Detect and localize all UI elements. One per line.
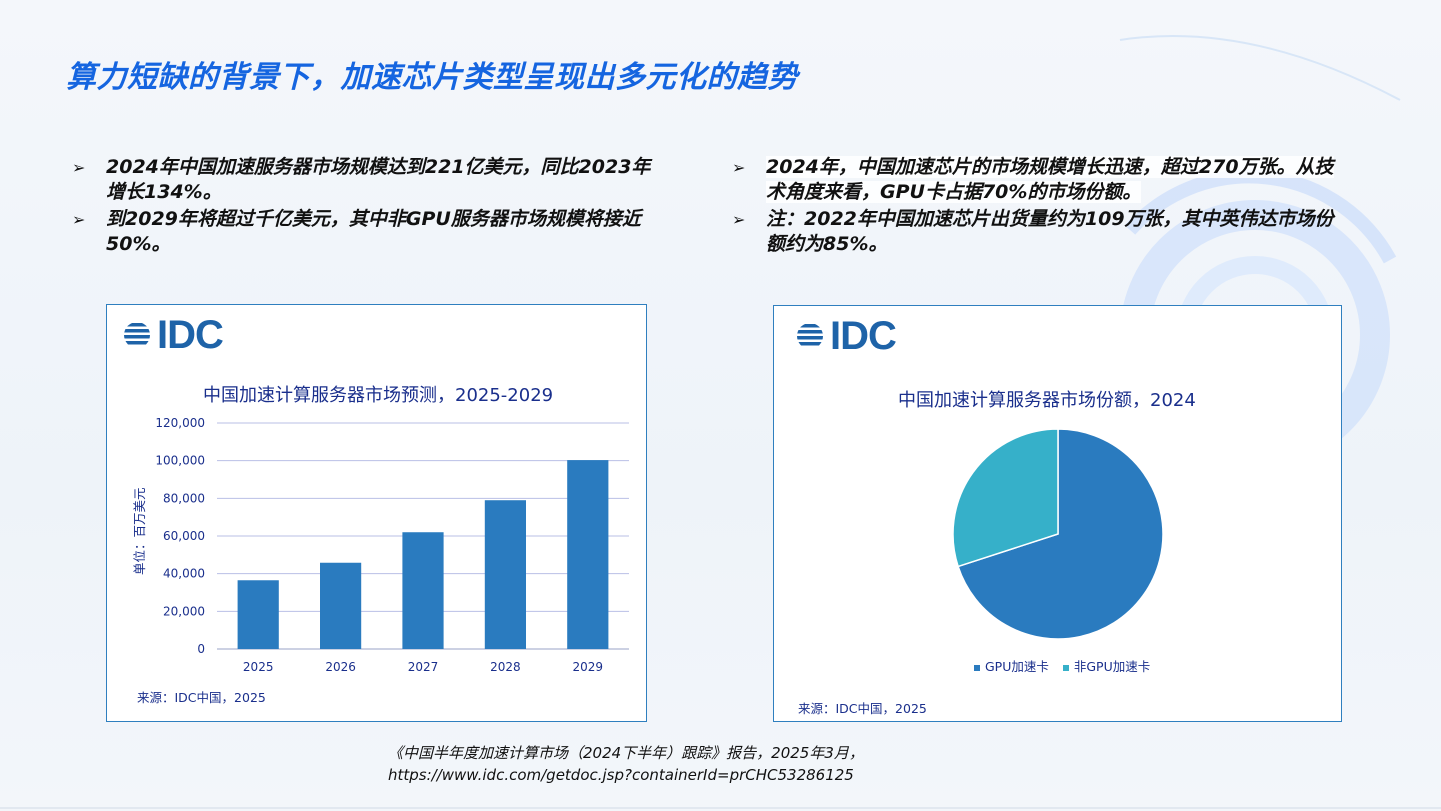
idc-logo-text: IDC bbox=[157, 313, 224, 357]
footnote: 《中国半年度加速计算市场（2024下半年）跟踪》报告，2025年3月， http… bbox=[388, 742, 864, 786]
idc-globe-icon bbox=[797, 324, 823, 346]
pie-chart-source: 来源：IDC中国，2025 bbox=[798, 701, 927, 716]
idc-globe-icon bbox=[124, 323, 150, 345]
y-tick-label: 120,000 bbox=[155, 416, 205, 430]
pie-slice-non-gpu bbox=[952, 428, 1059, 568]
footnote-line-2[interactable]: https://www.idc.com/getdoc.jsp?container… bbox=[388, 766, 854, 784]
pie-legend: GPU加速卡 非GPU加速卡 bbox=[974, 656, 1150, 675]
bar-2028 bbox=[484, 500, 526, 649]
bullet-item: ➢ 2024年，中国加速芯片的市场规模增长迅速，超过270万张。从技术角度来看，G… bbox=[732, 156, 1334, 203]
bar-2026 bbox=[320, 562, 362, 649]
pie-slice-gpu bbox=[957, 428, 1164, 640]
y-tick-label: 0 bbox=[197, 642, 205, 656]
legend-item-gpu: GPU加速卡 bbox=[974, 656, 1049, 675]
bullet-item: ➢ 到2029年将超过千亿美元，其中非GPU服务器市场规模将接近50%。 bbox=[72, 208, 641, 255]
y-tick-label: 100,000 bbox=[155, 454, 205, 468]
bar-2029 bbox=[567, 460, 609, 649]
arrow-bullet-icon: ➢ bbox=[72, 210, 86, 229]
arrow-bullet-icon: ➢ bbox=[732, 210, 746, 229]
idc-logo-text: IDC bbox=[830, 314, 897, 358]
legend-swatch bbox=[974, 664, 980, 671]
idc-logo: IDC bbox=[123, 313, 224, 357]
pie-chart bbox=[952, 428, 1164, 640]
arrow-bullet-icon: ➢ bbox=[72, 158, 86, 177]
footnote-line-1: 《中国半年度加速计算市场（2024下半年）跟踪》报告，2025年3月， bbox=[388, 744, 864, 762]
pie-chart-card: IDC 中国加速计算服务器市场份额，2024 GPU加速卡 非GPU加速卡 来源… bbox=[773, 305, 1342, 722]
bar-chart-source: 来源：IDC中国，2025 bbox=[137, 690, 266, 705]
bar-2027 bbox=[402, 532, 444, 649]
x-tick-label: 2029 bbox=[573, 660, 604, 674]
legend-item-non-gpu: 非GPU加速卡 bbox=[1062, 656, 1150, 675]
y-tick-label: 40,000 bbox=[163, 567, 205, 581]
legend-swatch bbox=[1062, 664, 1069, 671]
idc-logo: IDC bbox=[796, 314, 897, 358]
bar-chart: 0 20,000 40,000 60,000 80,000 100,000 120,000 2… bbox=[155, 416, 629, 674]
bullet-list-left: ➢ 2024年中国加速服务器市场规模达到221亿美元，同比2023年增长134%。… bbox=[72, 155, 652, 259]
x-tick-label: 2026 bbox=[325, 660, 356, 674]
bullet-item: ➢ 2024年中国加速服务器市场规模达到221亿美元，同比2023年增长134%。 bbox=[72, 156, 651, 203]
bullet-list-right: ➢ 2024年，中国加速芯片的市场规模增长迅速，超过270万张。从技术角度来看，G… bbox=[732, 155, 1352, 259]
x-tick-label: 2025 bbox=[243, 660, 274, 674]
x-tick-label: 2027 bbox=[408, 660, 439, 674]
bullet-item: ➢ 注：2022年中国加速芯片出货量约为109万张，其中英伟达市场份额约为85%。 bbox=[732, 208, 1334, 255]
y-tick-label: 80,000 bbox=[163, 491, 205, 505]
pie-chart-title: 中国加速计算服务器市场份额，2024 bbox=[898, 390, 1196, 411]
bar-chart-title: 中国加速计算服务器市场预测，2025-2029 bbox=[203, 385, 554, 406]
page-title: 算力短缺的背景下，加速芯片类型呈现出多元化的趋势 bbox=[66, 60, 798, 95]
y-tick-label: 20,000 bbox=[163, 604, 205, 618]
y-tick-label: 60,000 bbox=[163, 529, 205, 543]
bar-2025 bbox=[237, 580, 279, 649]
x-tick-label: 2028 bbox=[490, 660, 521, 674]
arrow-bullet-icon: ➢ bbox=[732, 158, 746, 177]
bar-chart-card: IDC 中国加速计算服务器市场预测，2025-2029 单位：百万美元 0 20,… bbox=[106, 304, 647, 722]
